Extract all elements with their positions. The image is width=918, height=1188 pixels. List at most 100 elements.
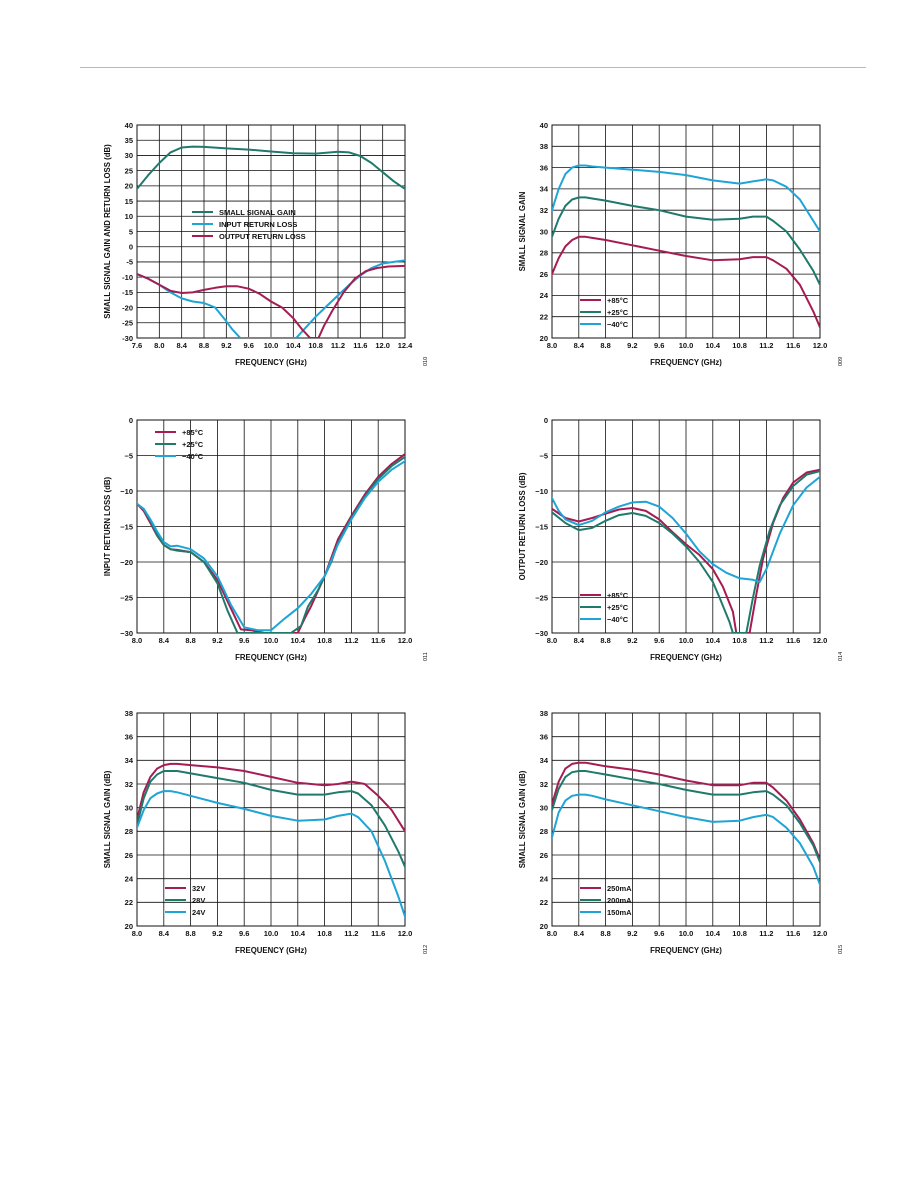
y-tick-label: −15: [535, 522, 548, 531]
x-tick-label: 11.2: [344, 929, 358, 938]
x-tick-label: 8.4: [574, 341, 585, 350]
y-tick-label: 26: [540, 851, 548, 860]
y-tick-label: −25: [535, 593, 548, 602]
x-tick-label: 8.4: [574, 636, 585, 645]
x-tick-label: 9.2: [221, 341, 231, 350]
y-tick-label: 28: [125, 827, 133, 836]
x-tick-label: 8.0: [154, 341, 164, 350]
chart-output-return-loss-vs-temperature: 8.0 8.4 8.8 9.2 9.6 10.0 10.4 10.8 11.2 11.6 12.0 0…: [518, 416, 844, 662]
x-tick-label: 10.0: [264, 341, 279, 350]
y-tick-label: 30: [540, 803, 548, 812]
legend-label: +25°C: [182, 440, 204, 449]
x-tick-label: 11.6: [371, 929, 385, 938]
legend-label: 200mA: [607, 896, 632, 905]
figure-id: 015: [838, 945, 844, 954]
x-tick-label: 9.2: [627, 929, 637, 938]
x-tick-label: 8.4: [159, 636, 170, 645]
x-axis-label: FREQUENCY (GHz): [650, 946, 722, 955]
x-tick-label: 10.8: [732, 929, 747, 938]
legend-label: 32V: [192, 884, 205, 893]
y-tick-label: −15: [120, 522, 133, 531]
y-tick-label: 20: [125, 922, 133, 931]
x-tick-label: 11.2: [344, 636, 358, 645]
y-tick-label: -10: [122, 273, 133, 282]
chart-gain-vs-temperature: 8.0 8.4 8.8 9.2 9.6 10.0 10.4 10.8 11.2 11.6 12.0 4…: [518, 121, 844, 367]
x-axis-label: FREQUENCY (GHz): [650, 653, 722, 662]
series-line-1: [552, 770, 820, 864]
x-tick-label: 10.0: [679, 636, 694, 645]
y-tick-label: −30: [120, 629, 133, 638]
y-tick-label: 15: [125, 197, 133, 206]
y-tick-label: -20: [122, 303, 133, 312]
series-line-1: [552, 196, 820, 286]
x-tick-label: 9.6: [654, 341, 664, 350]
figure-id: 010: [423, 357, 429, 366]
legend-label: INPUT RETURN LOSS: [219, 220, 297, 229]
x-tick-label: 9.2: [212, 929, 222, 938]
x-tick-label: 8.8: [199, 341, 209, 350]
x-tick-label: 8.0: [132, 636, 142, 645]
series-line-2: [137, 460, 405, 632]
y-tick-label: 0: [129, 243, 133, 252]
series-line-2: [552, 164, 820, 233]
y-tick-label: 36: [540, 732, 548, 741]
y-tick-label: 24: [540, 874, 549, 883]
y-tick-label: −10: [535, 487, 548, 496]
y-tick-label: 36: [125, 732, 133, 741]
x-tick-label: 10.4: [705, 929, 720, 938]
series-line-2: [137, 264, 405, 338]
x-tick-label: 10.0: [264, 929, 279, 938]
series-line-2: [552, 793, 820, 886]
legend-label: OUTPUT RETURN LOSS: [219, 232, 306, 241]
y-axis-label: SMALL SIGNAL GAIN AND RETURN LOSS (dB): [103, 144, 112, 319]
y-tick-label: −20: [535, 558, 548, 567]
y-axis-label: SMALL SIGNAL GAIN: [518, 191, 527, 271]
x-tick-label: 9.6: [243, 341, 253, 350]
x-tick-label: 10.0: [679, 341, 694, 350]
x-tick-label: 9.2: [627, 636, 637, 645]
legend-label: +85°C: [182, 428, 204, 437]
series-line-0: [137, 762, 405, 833]
figure-id: 009: [838, 357, 844, 366]
series-line-2: [552, 475, 820, 583]
series-line-1: [137, 770, 405, 868]
y-tick-label: 36: [540, 163, 548, 172]
y-tick-label: −20: [120, 558, 133, 567]
x-tick-label: 10.4: [705, 636, 720, 645]
series-line-1: [552, 470, 820, 633]
x-tick-label: 8.4: [574, 929, 585, 938]
x-tick-label: 12.4: [398, 341, 413, 350]
x-tick-label: 10.4: [286, 341, 301, 350]
y-tick-label: 22: [540, 898, 548, 907]
y-tick-label: -15: [122, 288, 133, 297]
y-tick-label: −5: [124, 451, 133, 460]
x-tick-label: 10.4: [290, 929, 305, 938]
legend-label: +85°C: [607, 296, 629, 305]
x-tick-label: 10.0: [679, 929, 694, 938]
x-tick-label: 12.0: [813, 636, 828, 645]
y-tick-label: 34: [125, 756, 134, 765]
y-tick-label: 28: [540, 827, 548, 836]
x-tick-label: 11.6: [786, 636, 800, 645]
x-tick-label: 10.8: [732, 341, 747, 350]
x-tick-label: 9.6: [239, 636, 249, 645]
y-tick-label: 26: [125, 851, 133, 860]
x-tick-label: 9.2: [212, 636, 222, 645]
x-tick-label: 11.2: [759, 341, 773, 350]
x-tick-label: 12.0: [813, 929, 828, 938]
legend-label: −40°C: [182, 452, 204, 461]
legend-label: −40°C: [607, 320, 629, 329]
y-tick-label: −25: [120, 593, 133, 602]
x-tick-label: 10.4: [290, 636, 305, 645]
x-tick-label: 10.4: [705, 341, 720, 350]
plot-frame: [551, 419, 821, 634]
y-tick-label: −10: [120, 487, 133, 496]
header-rule: [80, 67, 866, 68]
y-tick-label: 20: [540, 334, 548, 343]
x-tick-label: 10.8: [317, 636, 332, 645]
y-tick-label: 20: [125, 182, 133, 191]
y-tick-label: 10: [125, 212, 133, 221]
x-tick-label: 8.0: [547, 341, 557, 350]
series-line-0: [552, 235, 820, 329]
x-tick-label: 12.0: [398, 636, 413, 645]
